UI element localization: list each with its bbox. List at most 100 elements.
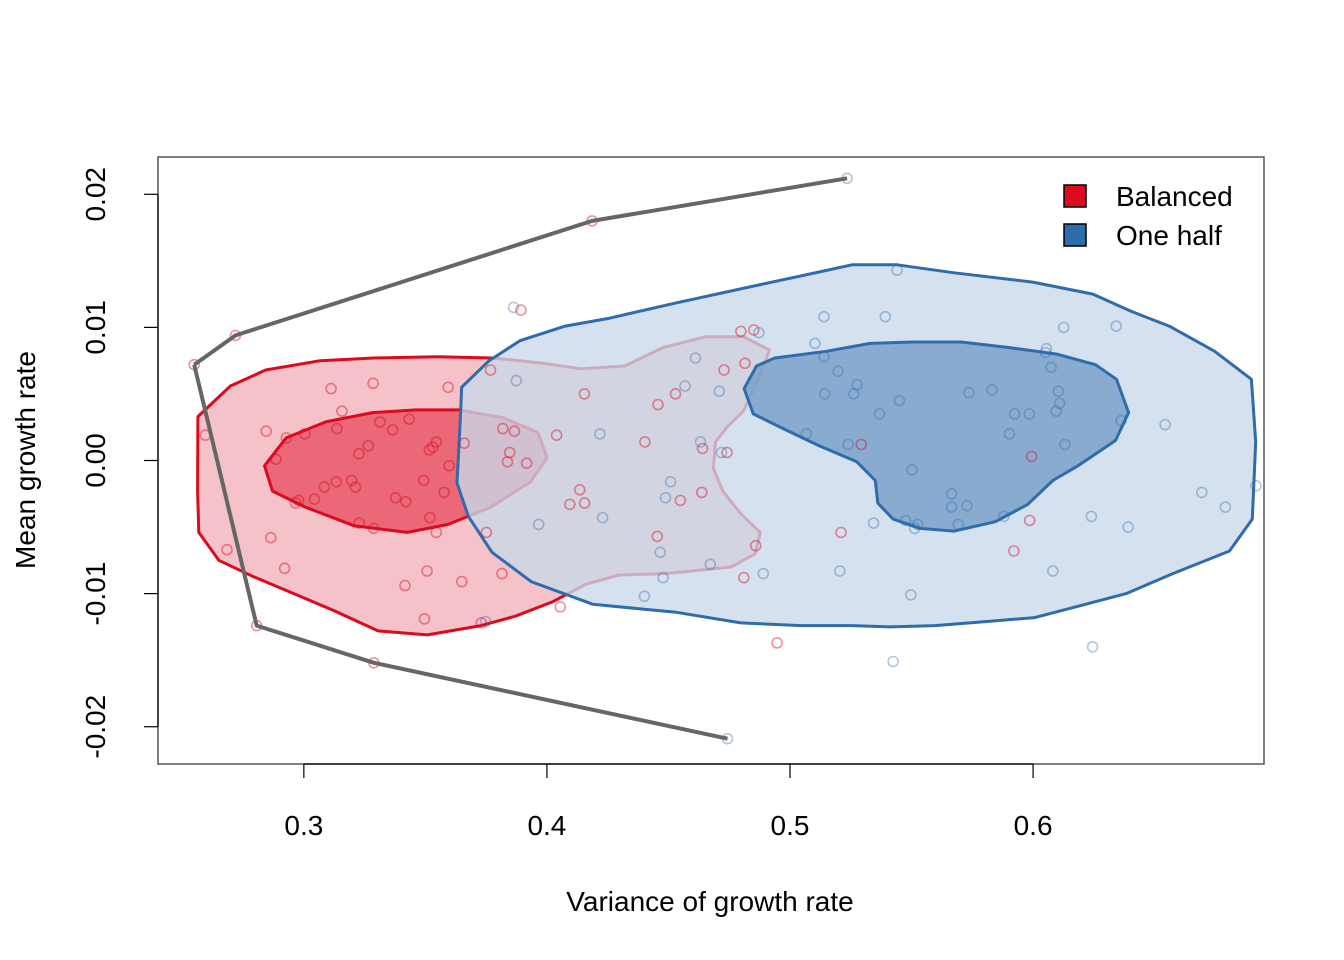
point-balanced [298,428,311,440]
y-tick-label: -0.01 [80,562,111,626]
point-balanced [1025,450,1038,463]
point-balanced [430,526,443,539]
point-one-half [945,487,958,500]
x-tick-label: 0.5 [771,810,810,841]
point-balanced [515,304,527,316]
point-balanced [651,530,664,543]
point-one-half [952,518,965,531]
legend-swatch-balanced [1063,184,1087,208]
point-one-half [654,546,667,559]
legend-swatch-one-half [1063,223,1087,247]
legend-label-one-half: One half [1116,220,1222,251]
point-balanced [520,457,533,470]
density-contours [196,263,1258,637]
point-one-half [904,589,917,601]
point-balanced [318,481,331,493]
x-tick-label: 0.4 [527,810,566,841]
point-balanced [367,522,380,535]
point-balanced [278,562,291,575]
y-axis-label: Mean growth rate [10,351,41,569]
point-one-half [664,475,677,488]
point-balanced [669,388,682,400]
point-balanced [331,422,343,435]
point-one-half [899,514,912,527]
point-one-half [818,350,830,363]
point-one-half [479,615,492,628]
point-one-half [873,408,886,420]
point-one-half [945,501,958,513]
point-balanced [399,579,411,592]
point-balanced [578,388,591,400]
point-one-half [891,264,903,276]
point-one-half [1122,521,1134,533]
point-one-half [879,310,892,323]
point-one-half [1085,510,1098,523]
point-balanced [735,325,747,338]
x-tick-label: 0.6 [1014,810,1053,841]
point-one-half [694,436,707,448]
point-one-half [1057,321,1070,334]
point-balanced [400,495,412,508]
point-balanced [550,429,563,442]
y-axis: -0.02 -0.01 0.00 0.01 0.02 [80,167,159,759]
point-balanced [367,377,379,390]
point-one-half [1039,346,1052,359]
point-balanced [427,441,439,454]
point-one-half [833,565,846,577]
y-tick-label: -0.02 [80,695,111,759]
point-balanced [289,497,302,509]
point-one-half [1086,641,1099,653]
point-one-half [998,510,1010,523]
point-balanced [508,425,521,438]
point-one-half [911,518,924,531]
point-balanced [386,424,399,436]
legend-label-balanced: Balanced [1116,181,1233,212]
point-one-half [1047,565,1059,577]
point-balanced [430,436,443,448]
point-one-half [757,567,770,580]
point-one-half [596,511,609,524]
point-one-half [679,380,691,392]
point-balanced [501,455,514,468]
point-one-half [1050,405,1062,418]
point-one-half [842,438,854,451]
point-balanced [855,438,868,451]
point-balanced [721,446,733,459]
point-one-half [510,374,523,387]
point-one-half [532,518,545,531]
point-one-half [638,590,651,603]
point-balanced [578,497,591,509]
point-balanced [1008,545,1020,557]
point-balanced [739,357,751,370]
point-balanced [696,442,709,455]
point-balanced [695,486,708,499]
point-one-half [659,491,672,504]
point-one-half [715,446,728,459]
point-balanced [292,494,305,507]
point-one-half [851,378,863,391]
point-one-half [867,517,880,529]
point-balanced [563,498,576,511]
point-balanced [325,382,337,395]
point-balanced [749,539,762,552]
point-balanced [497,422,509,435]
point-balanced [264,531,277,544]
point-balanced [718,364,730,376]
point-balanced [458,437,471,450]
point-one-half [1115,414,1127,427]
point-one-half [1052,385,1065,398]
point-balanced [353,447,365,460]
point-one-half [1023,408,1036,420]
point-balanced [475,617,488,629]
point-balanced [455,575,468,588]
point-balanced [345,474,358,487]
point-balanced [418,613,431,625]
point-one-half [1219,501,1232,513]
point-one-half [1059,438,1071,451]
point-one-half [507,301,520,314]
point-balanced [221,543,233,556]
point-one-half [906,463,918,476]
point-balanced [330,475,343,488]
point-balanced [484,364,497,376]
